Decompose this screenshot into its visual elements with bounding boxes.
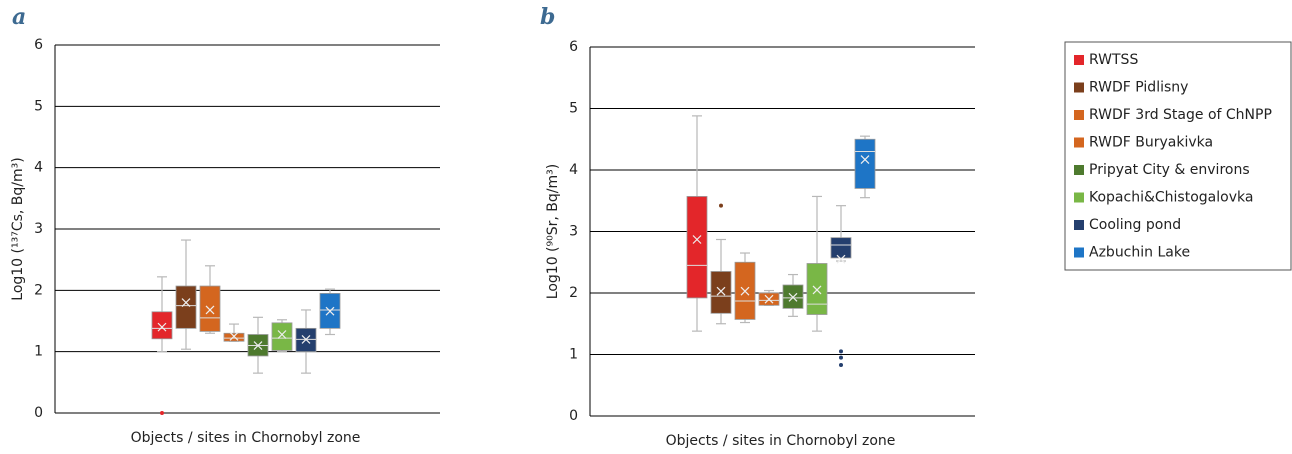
outlier: [839, 349, 843, 354]
outlier: [719, 203, 723, 208]
mean-marker: [812, 285, 822, 295]
x-axis-title: Objects / sites in Chornobyl zone: [131, 430, 361, 446]
legend-swatch: [1074, 247, 1084, 258]
box: [199, 285, 221, 332]
mean-marker: [229, 331, 239, 341]
mean-stroke: [716, 286, 726, 296]
mean-stroke: [764, 294, 774, 304]
legend-swatch: [1074, 192, 1084, 203]
legend-label: Kopachi&Chistogalovka: [1089, 190, 1253, 206]
y-tick-label: 3: [34, 221, 43, 237]
y-axis-title: Log10 (⁹⁰Sr, Bq/m³): [545, 164, 561, 299]
mean-stroke: [277, 330, 287, 339]
mean-marker: [205, 305, 215, 315]
legend-label: RWTSS: [1089, 52, 1138, 68]
y-tick-label: 5: [569, 101, 578, 117]
legend-swatch: [1074, 82, 1084, 93]
y-tick-label: 5: [34, 98, 43, 114]
mean-stroke: [812, 285, 822, 295]
legend-label: Pripyat City & environs: [1089, 162, 1250, 178]
mean-marker: [181, 298, 191, 308]
box: [175, 285, 197, 329]
legend-swatch: [1074, 55, 1084, 65]
legend-swatch: [1074, 220, 1084, 230]
legend-swatch: [1074, 110, 1084, 120]
mean-marker: [692, 235, 702, 244]
mean-marker: [277, 330, 287, 339]
y-tick-label: 4: [34, 160, 43, 176]
box: [806, 263, 828, 315]
mean-stroke: [692, 235, 702, 244]
panel-label: b: [540, 4, 555, 30]
box: [710, 271, 732, 314]
y-tick-label: 2: [34, 282, 43, 298]
mean-stroke: [301, 334, 311, 344]
y-tick-label: 6: [34, 37, 43, 53]
mean-stroke: [229, 331, 239, 341]
y-tick-label: 6: [569, 39, 578, 55]
y-tick-label: 4: [569, 162, 578, 178]
legend-label: RWDF Buryakivka: [1089, 135, 1213, 151]
mean-stroke: [181, 298, 191, 308]
box: [151, 311, 173, 340]
legend-label: Cooling pond: [1089, 217, 1181, 233]
mean-stroke: [157, 322, 167, 332]
box: [271, 322, 293, 351]
mean-marker: [836, 254, 846, 264]
outlier: [160, 411, 164, 415]
mean-stroke: [836, 254, 846, 264]
outlier: [839, 362, 843, 367]
mean-marker: [788, 292, 798, 302]
legend-label: RWDF Pidlisny: [1089, 80, 1188, 96]
panel-label: a: [12, 4, 26, 30]
mean-marker: [716, 286, 726, 296]
mean-marker: [764, 294, 774, 304]
mean-marker: [157, 322, 167, 332]
outlier: [839, 355, 843, 360]
y-axis-title: Log10 (¹³⁷Cs, Bq/m³): [10, 157, 26, 300]
y-tick-label: 0: [34, 405, 43, 421]
mean-marker: [860, 155, 870, 164]
y-tick-label: 1: [34, 344, 43, 360]
mean-stroke: [788, 292, 798, 302]
mean-marker: [740, 286, 750, 296]
y-tick-label: 1: [569, 347, 578, 363]
y-tick-label: 0: [569, 408, 578, 424]
mean-stroke: [325, 306, 335, 316]
mean-marker: [253, 341, 263, 350]
mean-stroke: [205, 305, 215, 315]
box: [223, 332, 245, 342]
mean-marker: [325, 306, 335, 316]
mean-stroke: [740, 286, 750, 296]
y-tick-label: 3: [569, 224, 578, 240]
x-axis-title: Objects / sites in Chornobyl zone: [666, 433, 896, 449]
legend-label: Azbuchin Lake: [1089, 245, 1190, 261]
box: [854, 138, 876, 189]
mean-marker: [301, 334, 311, 344]
mean-stroke: [253, 341, 263, 350]
y-tick-label: 2: [569, 285, 578, 301]
box: [686, 196, 708, 299]
legend-label: RWDF 3rd Stage of ChNPP: [1089, 107, 1272, 123]
mean-stroke: [860, 155, 870, 164]
legend-swatch: [1074, 137, 1084, 148]
box: [830, 237, 852, 259]
legend-swatch: [1074, 165, 1084, 175]
legend-box: [1064, 41, 1292, 271]
